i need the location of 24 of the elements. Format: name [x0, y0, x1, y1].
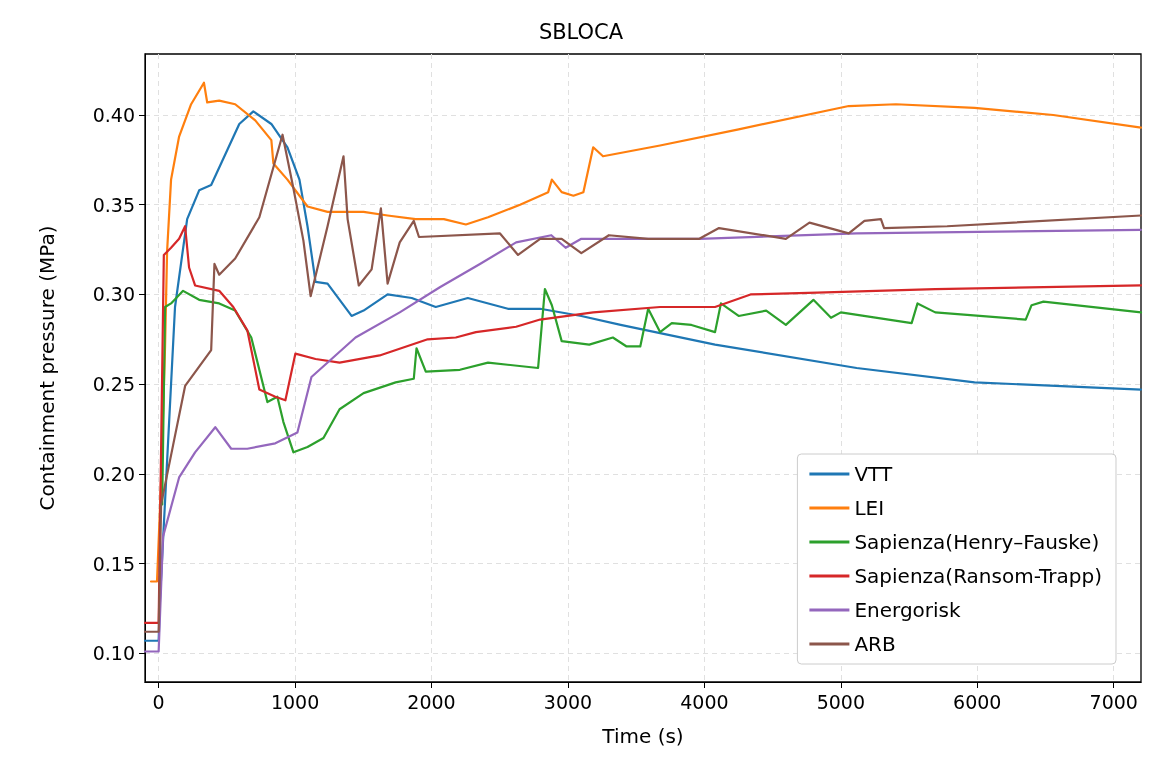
x-tick-label: 1000 — [270, 690, 320, 713]
legend-label: VTT — [854, 462, 893, 486]
x-tick-label: 4000 — [680, 690, 729, 713]
x-tick-label: 2000 — [407, 690, 456, 713]
y-tick-label: 0.35 — [92, 193, 135, 216]
chart-title: SBLOCA — [538, 19, 624, 44]
y-tick-label: 0.30 — [92, 283, 135, 306]
x-axis-title: Time (s) — [601, 724, 684, 748]
y-tick-label: 0.25 — [92, 373, 135, 396]
legend-label: ARB — [854, 632, 896, 656]
y-tick-label: 0.20 — [92, 462, 135, 485]
legend-label: Sapienza(Ransom-Trapp) — [854, 564, 1103, 588]
x-tick-label: 5000 — [816, 690, 866, 713]
legend-label: Sapienza(Henry–Fauske) — [854, 530, 1100, 554]
legend-label: Energorisk — [854, 598, 962, 622]
y-tick-label: 0.15 — [92, 552, 135, 575]
x-tick-label: 3000 — [543, 690, 593, 713]
legend-label: LEI — [854, 496, 885, 520]
x-tick-label: 7000 — [1089, 690, 1138, 713]
x-tick-label: 0 — [152, 690, 165, 713]
y-tick-label: 0.10 — [92, 642, 135, 665]
x-tick-label: 6000 — [953, 690, 1002, 713]
y-tick-label: 0.40 — [92, 104, 135, 127]
y-axis-title: Containment pressure (MPa) — [35, 225, 59, 511]
